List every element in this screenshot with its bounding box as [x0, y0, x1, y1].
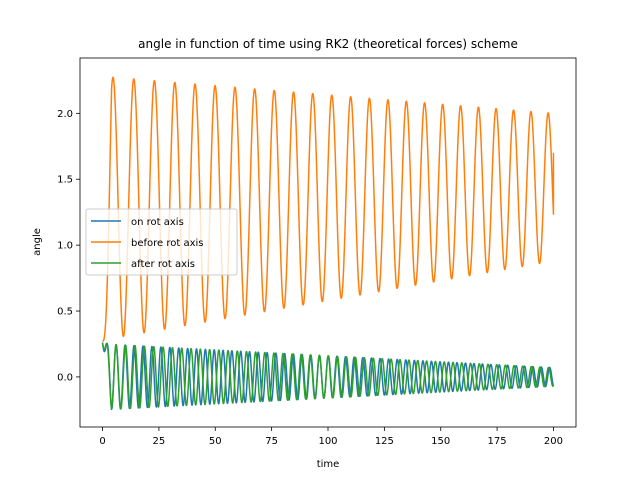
y-tick-label: 2.0 [57, 109, 73, 120]
x-axis-label: time [317, 459, 340, 470]
x-tick-label: 25 [153, 436, 166, 447]
chart-title: angle in function of time using RK2 (the… [138, 37, 518, 51]
y-axis: 0.0 0.5 1.0 1.5 2.0 [57, 109, 80, 383]
x-tick-label: 0 [99, 436, 105, 447]
legend-box [85, 208, 238, 276]
x-tick-label: 200 [544, 436, 563, 447]
y-tick-label: 0.0 [57, 372, 73, 383]
y-axis-label: angle [32, 228, 43, 256]
x-tick-label: 175 [488, 436, 507, 447]
plot-lines [101, 76, 555, 411]
series-line-3 [101, 342, 555, 410]
y-tick-label: 1.0 [57, 241, 73, 252]
series-line-2 [101, 76, 555, 343]
x-tick-label: 125 [375, 436, 394, 447]
x-axis: 0 25 50 75 100 125 150 175 200 [99, 427, 563, 447]
legend: on rot axis before rot axis after rot axis [85, 208, 238, 276]
x-tick-label: 75 [265, 436, 278, 447]
legend-label: before rot axis [131, 238, 204, 249]
x-tick-label: 100 [318, 436, 337, 447]
y-tick-label: 1.5 [57, 175, 73, 186]
legend-label: on rot axis [131, 217, 184, 228]
legend-label: after rot axis [131, 259, 195, 270]
x-tick-label: 50 [209, 436, 222, 447]
y-tick-label: 0.5 [57, 307, 73, 318]
x-tick-label: 150 [431, 436, 450, 447]
